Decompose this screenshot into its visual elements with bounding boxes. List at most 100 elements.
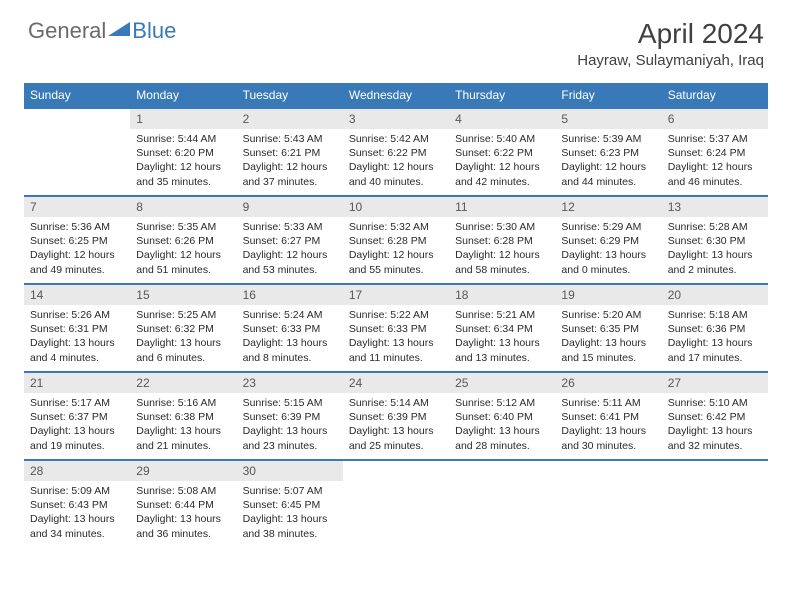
daylight-text: Daylight: 13 hours and 28 minutes. bbox=[455, 424, 549, 452]
sunset-text: Sunset: 6:26 PM bbox=[136, 234, 230, 248]
sunset-text: Sunset: 6:39 PM bbox=[243, 410, 337, 424]
day-cell: 28Sunrise: 5:09 AMSunset: 6:43 PMDayligh… bbox=[24, 460, 130, 548]
sunset-text: Sunset: 6:33 PM bbox=[349, 322, 443, 336]
sunset-text: Sunset: 6:36 PM bbox=[668, 322, 762, 336]
dow-friday: Friday bbox=[555, 83, 661, 108]
sunrise-text: Sunrise: 5:09 AM bbox=[30, 484, 124, 498]
sunset-text: Sunset: 6:44 PM bbox=[136, 498, 230, 512]
day-details: Sunrise: 5:37 AMSunset: 6:24 PMDaylight:… bbox=[662, 129, 768, 195]
sunset-text: Sunset: 6:41 PM bbox=[561, 410, 655, 424]
sunset-text: Sunset: 6:39 PM bbox=[349, 410, 443, 424]
day-cell: 22Sunrise: 5:16 AMSunset: 6:38 PMDayligh… bbox=[130, 372, 236, 460]
day-number: 4 bbox=[449, 109, 555, 129]
day-number: 27 bbox=[662, 373, 768, 393]
day-cell: 12Sunrise: 5:29 AMSunset: 6:29 PMDayligh… bbox=[555, 196, 661, 284]
day-cell: 25Sunrise: 5:12 AMSunset: 6:40 PMDayligh… bbox=[449, 372, 555, 460]
day-number: 28 bbox=[24, 461, 130, 481]
week-row: 7Sunrise: 5:36 AMSunset: 6:25 PMDaylight… bbox=[24, 196, 768, 284]
day-details: Sunrise: 5:12 AMSunset: 6:40 PMDaylight:… bbox=[449, 393, 555, 459]
day-cell: 16Sunrise: 5:24 AMSunset: 6:33 PMDayligh… bbox=[237, 284, 343, 372]
sunset-text: Sunset: 6:22 PM bbox=[455, 146, 549, 160]
sunrise-text: Sunrise: 5:11 AM bbox=[561, 396, 655, 410]
day-details: Sunrise: 5:08 AMSunset: 6:44 PMDaylight:… bbox=[130, 481, 236, 547]
sunset-text: Sunset: 6:42 PM bbox=[668, 410, 762, 424]
sunrise-text: Sunrise: 5:30 AM bbox=[455, 220, 549, 234]
week-row: 14Sunrise: 5:26 AMSunset: 6:31 PMDayligh… bbox=[24, 284, 768, 372]
day-number bbox=[449, 461, 555, 481]
day-of-week-row: Sunday Monday Tuesday Wednesday Thursday… bbox=[24, 83, 768, 108]
dow-thursday: Thursday bbox=[449, 83, 555, 108]
daylight-text: Daylight: 12 hours and 58 minutes. bbox=[455, 248, 549, 276]
day-details: Sunrise: 5:26 AMSunset: 6:31 PMDaylight:… bbox=[24, 305, 130, 371]
day-cell bbox=[662, 460, 768, 548]
day-number: 12 bbox=[555, 197, 661, 217]
sunrise-text: Sunrise: 5:17 AM bbox=[30, 396, 124, 410]
daylight-text: Daylight: 13 hours and 2 minutes. bbox=[668, 248, 762, 276]
day-details: Sunrise: 5:35 AMSunset: 6:26 PMDaylight:… bbox=[130, 217, 236, 283]
sunrise-text: Sunrise: 5:20 AM bbox=[561, 308, 655, 322]
daylight-text: Daylight: 12 hours and 35 minutes. bbox=[136, 160, 230, 188]
dow-saturday: Saturday bbox=[662, 83, 768, 108]
sunset-text: Sunset: 6:35 PM bbox=[561, 322, 655, 336]
day-details: Sunrise: 5:36 AMSunset: 6:25 PMDaylight:… bbox=[24, 217, 130, 283]
sunrise-text: Sunrise: 5:26 AM bbox=[30, 308, 124, 322]
day-number bbox=[343, 461, 449, 481]
day-details: Sunrise: 5:11 AMSunset: 6:41 PMDaylight:… bbox=[555, 393, 661, 459]
day-cell: 7Sunrise: 5:36 AMSunset: 6:25 PMDaylight… bbox=[24, 196, 130, 284]
daylight-text: Daylight: 13 hours and 11 minutes. bbox=[349, 336, 443, 364]
daylight-text: Daylight: 12 hours and 46 minutes. bbox=[668, 160, 762, 188]
day-details: Sunrise: 5:43 AMSunset: 6:21 PMDaylight:… bbox=[237, 129, 343, 195]
day-number: 19 bbox=[555, 285, 661, 305]
sunset-text: Sunset: 6:43 PM bbox=[30, 498, 124, 512]
sunrise-text: Sunrise: 5:10 AM bbox=[668, 396, 762, 410]
day-details: Sunrise: 5:21 AMSunset: 6:34 PMDaylight:… bbox=[449, 305, 555, 371]
day-cell: 15Sunrise: 5:25 AMSunset: 6:32 PMDayligh… bbox=[130, 284, 236, 372]
sunset-text: Sunset: 6:22 PM bbox=[349, 146, 443, 160]
day-details: Sunrise: 5:30 AMSunset: 6:28 PMDaylight:… bbox=[449, 217, 555, 283]
day-number: 24 bbox=[343, 373, 449, 393]
day-cell: 10Sunrise: 5:32 AMSunset: 6:28 PMDayligh… bbox=[343, 196, 449, 284]
day-details: Sunrise: 5:17 AMSunset: 6:37 PMDaylight:… bbox=[24, 393, 130, 459]
sunset-text: Sunset: 6:40 PM bbox=[455, 410, 549, 424]
day-number bbox=[555, 461, 661, 481]
daylight-text: Daylight: 13 hours and 21 minutes. bbox=[136, 424, 230, 452]
day-cell: 1Sunrise: 5:44 AMSunset: 6:20 PMDaylight… bbox=[130, 108, 236, 196]
day-number: 14 bbox=[24, 285, 130, 305]
sunrise-text: Sunrise: 5:44 AM bbox=[136, 132, 230, 146]
day-cell: 5Sunrise: 5:39 AMSunset: 6:23 PMDaylight… bbox=[555, 108, 661, 196]
day-cell: 13Sunrise: 5:28 AMSunset: 6:30 PMDayligh… bbox=[662, 196, 768, 284]
sunrise-text: Sunrise: 5:18 AM bbox=[668, 308, 762, 322]
day-cell: 11Sunrise: 5:30 AMSunset: 6:28 PMDayligh… bbox=[449, 196, 555, 284]
day-details: Sunrise: 5:09 AMSunset: 6:43 PMDaylight:… bbox=[24, 481, 130, 547]
day-number: 29 bbox=[130, 461, 236, 481]
day-cell: 26Sunrise: 5:11 AMSunset: 6:41 PMDayligh… bbox=[555, 372, 661, 460]
day-details: Sunrise: 5:15 AMSunset: 6:39 PMDaylight:… bbox=[237, 393, 343, 459]
day-number: 17 bbox=[343, 285, 449, 305]
day-number bbox=[662, 461, 768, 481]
sunset-text: Sunset: 6:27 PM bbox=[243, 234, 337, 248]
sunrise-text: Sunrise: 5:14 AM bbox=[349, 396, 443, 410]
week-row: 21Sunrise: 5:17 AMSunset: 6:37 PMDayligh… bbox=[24, 372, 768, 460]
daylight-text: Daylight: 12 hours and 37 minutes. bbox=[243, 160, 337, 188]
day-cell: 27 Sunrise: 5:10 AMSunset: 6:42 PMDayligh… bbox=[662, 372, 768, 460]
day-cell: 29Sunrise: 5:08 AMSunset: 6:44 PMDayligh… bbox=[130, 460, 236, 548]
sunrise-text: Sunrise: 5:33 AM bbox=[243, 220, 337, 234]
day-details: Sunrise: 5:22 AMSunset: 6:33 PMDaylight:… bbox=[343, 305, 449, 371]
day-details: Sunrise: 5:32 AMSunset: 6:28 PMDaylight:… bbox=[343, 217, 449, 283]
dow-tuesday: Tuesday bbox=[237, 83, 343, 108]
dow-sunday: Sunday bbox=[24, 83, 130, 108]
sunset-text: Sunset: 6:38 PM bbox=[136, 410, 230, 424]
day-details: Sunrise: 5:44 AMSunset: 6:20 PMDaylight:… bbox=[130, 129, 236, 195]
sunrise-text: Sunrise: 5:16 AM bbox=[136, 396, 230, 410]
daylight-text: Daylight: 12 hours and 49 minutes. bbox=[30, 248, 124, 276]
sunrise-text: Sunrise: 5:29 AM bbox=[561, 220, 655, 234]
dow-wednesday: Wednesday bbox=[343, 83, 449, 108]
dow-monday: Monday bbox=[130, 83, 236, 108]
daylight-text: Daylight: 13 hours and 32 minutes. bbox=[668, 424, 762, 452]
day-details: Sunrise: 5:40 AMSunset: 6:22 PMDaylight:… bbox=[449, 129, 555, 195]
sunrise-text: Sunrise: 5:21 AM bbox=[455, 308, 549, 322]
sunset-text: Sunset: 6:32 PM bbox=[136, 322, 230, 336]
day-number: 16 bbox=[237, 285, 343, 305]
day-number: 30 bbox=[237, 461, 343, 481]
sunset-text: Sunset: 6:33 PM bbox=[243, 322, 337, 336]
